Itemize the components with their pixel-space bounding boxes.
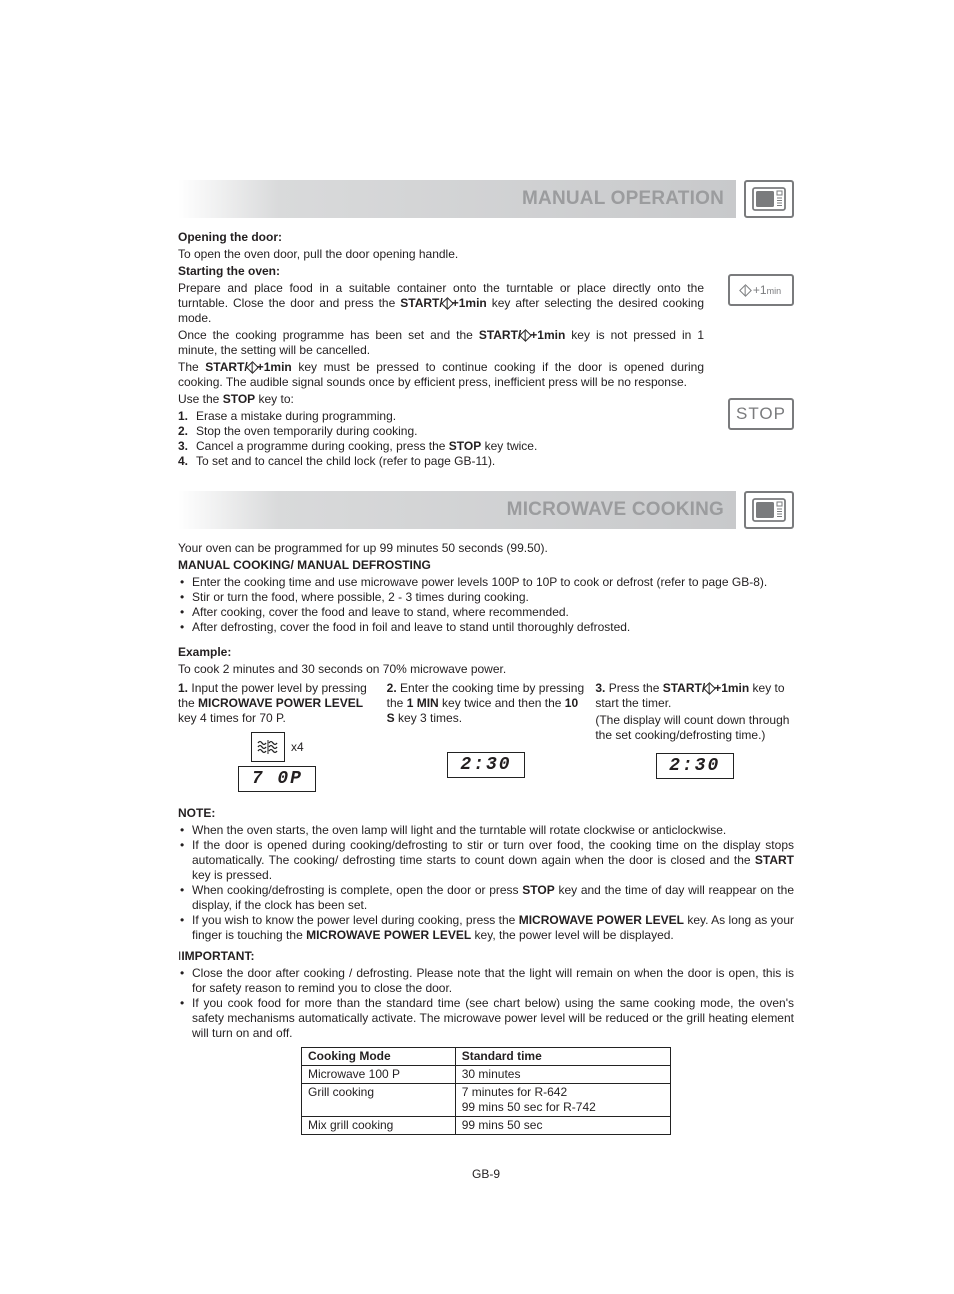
- cooking-mode-table: Cooking Mode Standard time Microwave 100…: [301, 1047, 671, 1135]
- example-step-1: 1. Input the power level by pressing the…: [178, 681, 377, 792]
- opening-door-text: To open the oven door, pull the door ope…: [178, 247, 794, 262]
- mw-bullets: Enter the cooking time and use microwave…: [178, 575, 794, 635]
- starting-p2: Once the cooking programme has been set …: [178, 328, 704, 358]
- mw-bullet-4: After defrosting, cover the food in foil…: [178, 620, 794, 635]
- table-row: Microwave 100 P30 minutes: [302, 1066, 671, 1084]
- mw-bullet-1: Enter the cooking time and use microwave…: [178, 575, 794, 590]
- table-h1: Cooking Mode: [302, 1048, 456, 1066]
- start-btn-min: min: [767, 286, 782, 297]
- display-230-b: 2:30: [656, 753, 734, 779]
- starting-p3: The START/+1min key must be pressed to c…: [178, 360, 704, 390]
- example-heading: Example:: [178, 645, 231, 659]
- section-header-microwave-cooking: MICROWAVE COOKING: [178, 491, 794, 529]
- page-number: GB-9: [178, 1167, 794, 1182]
- important-bullets: Close the door after cooking / defrostin…: [178, 966, 794, 1041]
- section-header-bg-2: MICROWAVE COOKING: [178, 491, 736, 529]
- power-level-key-icon: [251, 732, 285, 762]
- important-heading: IMPORTANT:: [181, 949, 254, 963]
- stop-item-1: Erase a mistake during programming.: [196, 409, 396, 423]
- starting-p1: Prepare and place food in a suitable con…: [178, 281, 704, 326]
- display-230-a: 2:30: [447, 752, 525, 778]
- section-header-manual-operation: MANUAL OPERATION: [178, 180, 794, 218]
- note-heading: NOTE:: [178, 806, 215, 820]
- section-header-bg: MANUAL OPERATION: [178, 180, 736, 218]
- example-lead: To cook 2 minutes and 30 seconds on 70% …: [178, 662, 794, 677]
- mw-intro: Your oven can be programmed for up 99 mi…: [178, 541, 794, 556]
- starting-oven-heading: Starting the oven:: [178, 264, 280, 278]
- note-b4: If you wish to know the power level duri…: [178, 913, 794, 943]
- important-b1: Close the door after cooking / defrostin…: [178, 966, 794, 996]
- example-steps: 1. Input the power level by pressing the…: [178, 681, 794, 792]
- mw-bullet-3: After cooking, cover the food and leave …: [178, 605, 794, 620]
- stop-item-3: Cancel a programme during cooking, press…: [196, 439, 537, 453]
- stop-key-list: 1.Erase a mistake during programming. 2.…: [178, 409, 794, 469]
- microwave-icon: [744, 180, 794, 218]
- section-title-2: MICROWAVE COOKING: [507, 498, 724, 522]
- mw-sub-heading: MANUAL COOKING/ MANUAL DEFROSTING: [178, 558, 794, 573]
- start-btn-label: +1: [753, 283, 767, 298]
- stop-item-4: To set and to cancel the child lock (ref…: [196, 454, 495, 468]
- note-b3: When cooking/defrosting is complete, ope…: [178, 883, 794, 913]
- microwave-icon: [744, 491, 794, 529]
- note-bullets: When the oven starts, the oven lamp will…: [178, 823, 794, 943]
- example-step-3: 3. Press the START/+1min key to start th…: [595, 681, 794, 792]
- table-row: Grill cooking7 minutes for R-642 99 mins…: [302, 1084, 671, 1117]
- start-plus1min-button-icon: +1min: [728, 274, 794, 306]
- mw-bullet-2: Stir or turn the food, where possible, 2…: [178, 590, 794, 605]
- important-b2: If you cook food for more than the stand…: [178, 996, 794, 1041]
- section-title: MANUAL OPERATION: [522, 187, 724, 211]
- opening-door-heading: Opening the door:: [178, 230, 282, 244]
- note-b1: When the oven starts, the oven lamp will…: [178, 823, 794, 838]
- use-stop-lead: Use the STOP key to:: [178, 392, 794, 407]
- note-b2: If the door is opened during cooking/def…: [178, 838, 794, 883]
- table-row: Mix grill cooking99 mins 50 sec: [302, 1117, 671, 1135]
- display-70p: 7 0P: [238, 766, 316, 792]
- example-step-2: 2. Enter the cooking time by pressing th…: [387, 681, 586, 792]
- x4-label: x4: [291, 740, 304, 755]
- stop-item-2: Stop the oven temporarily during cooking…: [196, 424, 417, 438]
- table-h2: Standard time: [455, 1048, 670, 1066]
